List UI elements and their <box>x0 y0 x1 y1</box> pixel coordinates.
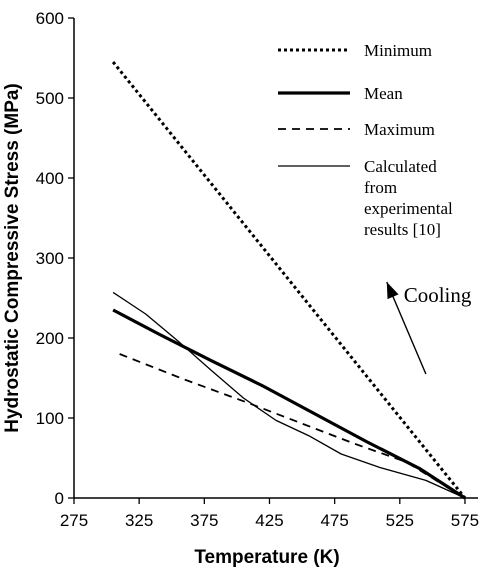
x-tick-label: 325 <box>125 511 153 530</box>
y-tick-label: 0 <box>55 489 64 508</box>
series-line-4 <box>112 291 466 499</box>
annotation: Cooling <box>386 281 472 375</box>
series-line-2 <box>112 308 466 500</box>
cooling-arrow-head <box>386 282 399 300</box>
y-tick-label: 300 <box>36 249 64 268</box>
x-tick-label: 475 <box>320 511 348 530</box>
cooling-arrow-shaft <box>386 281 427 375</box>
legend-label: Mean <box>364 84 403 103</box>
y-tick-label: 500 <box>36 89 64 108</box>
legend-label: from <box>364 178 397 197</box>
legend: Minimum Mean Maximum Calculated from experime… <box>278 41 453 239</box>
y-tick-label: 600 <box>36 9 64 28</box>
axes <box>68 17 478 504</box>
x-tick-label: 525 <box>386 511 414 530</box>
legend-label: experimental <box>364 199 453 218</box>
y-tick-label: 200 <box>36 329 64 348</box>
y-axis-title: Hydrostatic Compressive Stress (MPa) <box>2 83 23 433</box>
x-tick-label: 275 <box>60 511 88 530</box>
y-tick-label: 400 <box>36 169 64 188</box>
x-tick-label: 375 <box>190 511 218 530</box>
legend-label: Calculated <box>364 157 437 176</box>
legend-label: Maximum <box>364 120 435 139</box>
series-line-3 <box>119 353 466 499</box>
tick-labels: 0 100 200 300 400 500 600 275 325 375 425 475 525 575 <box>36 9 480 530</box>
x-axis-title: Temperature (K) <box>194 547 339 568</box>
cooling-label: Cooling <box>404 283 472 307</box>
x-tick-label: 425 <box>255 511 283 530</box>
x-tick-label: 575 <box>451 511 479 530</box>
y-tick-label: 100 <box>36 409 64 428</box>
legend-label: results [10] <box>364 220 441 239</box>
series-lines <box>111 61 467 500</box>
legend-label: Minimum <box>364 41 432 60</box>
